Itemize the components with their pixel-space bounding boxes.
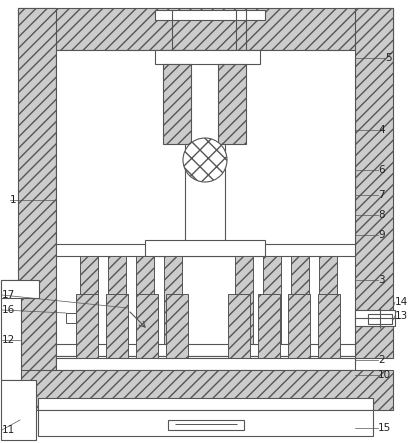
Bar	[291, 256, 309, 344]
Text: 7: 7	[378, 190, 385, 200]
Bar	[1, 280, 21, 380]
Text: 11: 11	[2, 425, 15, 435]
Text: 14: 14	[395, 297, 408, 307]
Bar	[163, 64, 191, 144]
Text: 10: 10	[378, 370, 391, 380]
Text: 16: 16	[2, 305, 15, 315]
Text: 5: 5	[385, 53, 392, 63]
Bar	[1, 280, 39, 298]
Bar	[319, 256, 337, 344]
Bar	[355, 8, 393, 358]
Bar	[38, 410, 373, 436]
Bar	[155, 50, 260, 64]
Text: 12: 12	[2, 335, 15, 345]
Bar	[235, 256, 253, 344]
Text: 2: 2	[378, 355, 385, 365]
Bar	[136, 294, 158, 358]
Bar	[80, 256, 98, 344]
Bar	[263, 256, 281, 344]
Bar	[318, 294, 340, 358]
Bar	[66, 313, 76, 323]
Bar	[56, 356, 355, 364]
Circle shape	[183, 138, 227, 182]
Text: 13: 13	[395, 311, 408, 321]
Bar	[18, 8, 393, 50]
Text: 4: 4	[378, 125, 385, 135]
Bar	[185, 144, 225, 244]
Text: 1: 1	[10, 195, 17, 205]
Text: 8: 8	[378, 210, 385, 220]
Text: 3: 3	[378, 275, 385, 285]
Bar	[108, 256, 126, 344]
Bar	[368, 314, 392, 324]
Bar	[258, 294, 280, 358]
Bar	[76, 294, 98, 358]
Bar	[18, 370, 393, 410]
Bar	[1, 380, 36, 440]
Bar	[18, 8, 56, 398]
Bar	[218, 64, 246, 144]
Bar	[56, 344, 355, 356]
Bar	[355, 310, 395, 326]
Text: 6: 6	[378, 165, 385, 175]
Text: 9: 9	[378, 230, 385, 240]
Bar	[164, 256, 182, 344]
Bar	[136, 256, 154, 344]
Bar	[106, 294, 128, 358]
Bar	[56, 50, 355, 245]
Text: 17: 17	[2, 290, 15, 300]
Bar	[56, 358, 355, 370]
Bar	[155, 10, 265, 20]
Bar	[228, 294, 250, 358]
Bar	[166, 294, 188, 358]
Bar	[288, 294, 310, 358]
Text: 15: 15	[378, 423, 391, 433]
Bar	[168, 420, 244, 430]
Bar	[145, 240, 265, 256]
Bar	[38, 398, 373, 410]
Bar	[56, 244, 355, 256]
